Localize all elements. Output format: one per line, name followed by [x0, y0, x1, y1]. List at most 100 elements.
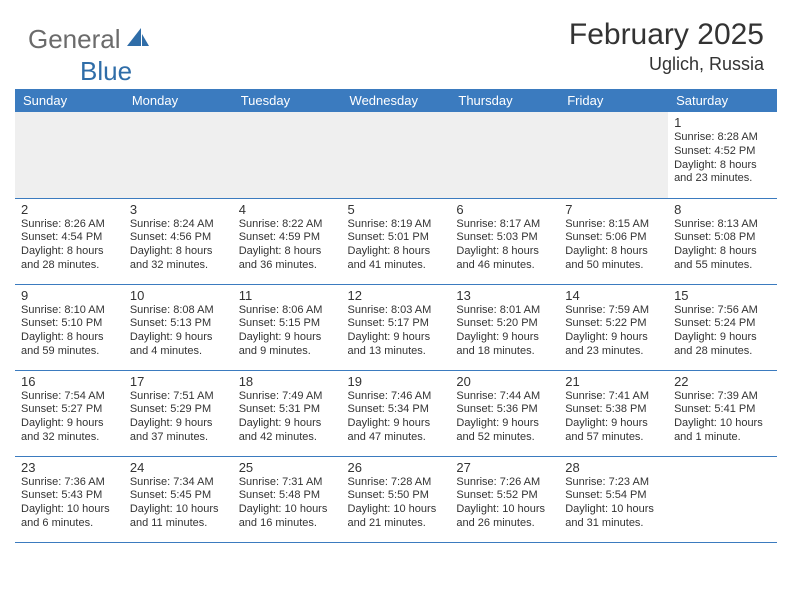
sunset: Sunset: 5:20 PM	[456, 317, 553, 331]
day-header: Wednesday	[342, 89, 451, 112]
day-info: Sunrise: 7:59 AMSunset: 5:22 PMDaylight:…	[565, 304, 662, 359]
title-block: February 2025 Uglich, Russia	[569, 18, 764, 75]
day-cell: 21Sunrise: 7:41 AMSunset: 5:38 PMDayligh…	[559, 370, 668, 456]
day-number: 10	[130, 288, 227, 303]
sunset: Sunset: 5:17 PM	[348, 317, 445, 331]
day-info: Sunrise: 8:19 AMSunset: 5:01 PMDaylight:…	[348, 218, 445, 273]
daylight: Daylight: 10 hours and 31 minutes.	[565, 503, 662, 531]
day-header: Saturday	[668, 89, 777, 112]
daylight: Daylight: 10 hours and 1 minute.	[674, 417, 771, 445]
daylight: Daylight: 10 hours and 21 minutes.	[348, 503, 445, 531]
empty-cell	[559, 112, 668, 198]
day-number: 13	[456, 288, 553, 303]
day-number: 24	[130, 460, 227, 475]
sunset: Sunset: 5:08 PM	[674, 231, 771, 245]
day-number: 14	[565, 288, 662, 303]
sunset: Sunset: 5:10 PM	[21, 317, 118, 331]
day-info: Sunrise: 7:39 AMSunset: 5:41 PMDaylight:…	[674, 390, 771, 445]
daylight: Daylight: 8 hours and 55 minutes.	[674, 245, 771, 273]
sunrise: Sunrise: 8:03 AM	[348, 304, 445, 318]
empty-cell	[233, 112, 342, 198]
day-info: Sunrise: 8:28 AMSunset: 4:52 PMDaylight:…	[674, 131, 771, 186]
sunset: Sunset: 5:29 PM	[130, 403, 227, 417]
day-number: 20	[456, 374, 553, 389]
sunrise: Sunrise: 7:44 AM	[456, 390, 553, 404]
day-number: 5	[348, 202, 445, 217]
day-cell: 3Sunrise: 8:24 AMSunset: 4:56 PMDaylight…	[124, 198, 233, 284]
week-row: 2Sunrise: 8:26 AMSunset: 4:54 PMDaylight…	[15, 198, 777, 284]
daylight: Daylight: 8 hours and 28 minutes.	[21, 245, 118, 273]
sunrise: Sunrise: 7:49 AM	[239, 390, 336, 404]
header: General Blue February 2025 Uglich, Russi…	[0, 0, 792, 83]
day-header: Sunday	[15, 89, 124, 112]
day-info: Sunrise: 7:51 AMSunset: 5:29 PMDaylight:…	[130, 390, 227, 445]
day-number: 25	[239, 460, 336, 475]
sunset: Sunset: 5:34 PM	[348, 403, 445, 417]
sunset: Sunset: 5:01 PM	[348, 231, 445, 245]
calendar-table: SundayMondayTuesdayWednesdayThursdayFrid…	[15, 89, 777, 543]
empty-cell	[124, 112, 233, 198]
day-number: 17	[130, 374, 227, 389]
sunrise: Sunrise: 8:15 AM	[565, 218, 662, 232]
logo: General Blue	[28, 24, 149, 55]
day-number: 7	[565, 202, 662, 217]
day-cell: 24Sunrise: 7:34 AMSunset: 5:45 PMDayligh…	[124, 456, 233, 542]
sunset: Sunset: 5:03 PM	[456, 231, 553, 245]
day-info: Sunrise: 8:08 AMSunset: 5:13 PMDaylight:…	[130, 304, 227, 359]
day-cell: 14Sunrise: 7:59 AMSunset: 5:22 PMDayligh…	[559, 284, 668, 370]
sunset: Sunset: 5:15 PM	[239, 317, 336, 331]
day-header: Friday	[559, 89, 668, 112]
month-title: February 2025	[569, 18, 764, 52]
week-row: 9Sunrise: 8:10 AMSunset: 5:10 PMDaylight…	[15, 284, 777, 370]
day-info: Sunrise: 7:23 AMSunset: 5:54 PMDaylight:…	[565, 476, 662, 531]
sunset: Sunset: 4:52 PM	[674, 145, 771, 159]
daylight: Daylight: 9 hours and 52 minutes.	[456, 417, 553, 445]
daylight: Daylight: 9 hours and 57 minutes.	[565, 417, 662, 445]
day-number: 9	[21, 288, 118, 303]
day-number: 28	[565, 460, 662, 475]
day-info: Sunrise: 7:44 AMSunset: 5:36 PMDaylight:…	[456, 390, 553, 445]
daylight: Daylight: 10 hours and 11 minutes.	[130, 503, 227, 531]
day-info: Sunrise: 7:26 AMSunset: 5:52 PMDaylight:…	[456, 476, 553, 531]
week-row: 1Sunrise: 8:28 AMSunset: 4:52 PMDaylight…	[15, 112, 777, 198]
empty-cell	[15, 112, 124, 198]
daylight: Daylight: 9 hours and 9 minutes.	[239, 331, 336, 359]
day-number: 1	[674, 115, 771, 130]
day-number: 2	[21, 202, 118, 217]
day-number: 11	[239, 288, 336, 303]
sunrise: Sunrise: 7:23 AM	[565, 476, 662, 490]
sunset: Sunset: 5:50 PM	[348, 489, 445, 503]
day-info: Sunrise: 7:36 AMSunset: 5:43 PMDaylight:…	[21, 476, 118, 531]
day-cell: 25Sunrise: 7:31 AMSunset: 5:48 PMDayligh…	[233, 456, 342, 542]
day-number: 16	[21, 374, 118, 389]
day-number: 22	[674, 374, 771, 389]
day-number: 26	[348, 460, 445, 475]
day-info: Sunrise: 8:22 AMSunset: 4:59 PMDaylight:…	[239, 218, 336, 273]
sunrise: Sunrise: 8:10 AM	[21, 304, 118, 318]
empty-cell	[450, 112, 559, 198]
day-header: Monday	[124, 89, 233, 112]
day-info: Sunrise: 8:10 AMSunset: 5:10 PMDaylight:…	[21, 304, 118, 359]
sunset: Sunset: 5:45 PM	[130, 489, 227, 503]
daylight: Daylight: 9 hours and 47 minutes.	[348, 417, 445, 445]
sunset: Sunset: 5:13 PM	[130, 317, 227, 331]
empty-cell	[668, 456, 777, 542]
day-info: Sunrise: 8:26 AMSunset: 4:54 PMDaylight:…	[21, 218, 118, 273]
sunrise: Sunrise: 7:56 AM	[674, 304, 771, 318]
day-number: 19	[348, 374, 445, 389]
sunrise: Sunrise: 7:41 AM	[565, 390, 662, 404]
sunrise: Sunrise: 7:36 AM	[21, 476, 118, 490]
sunrise: Sunrise: 8:26 AM	[21, 218, 118, 232]
sunrise: Sunrise: 7:59 AM	[565, 304, 662, 318]
sunrise: Sunrise: 8:13 AM	[674, 218, 771, 232]
day-info: Sunrise: 7:31 AMSunset: 5:48 PMDaylight:…	[239, 476, 336, 531]
daylight: Daylight: 8 hours and 50 minutes.	[565, 245, 662, 273]
daylight: Daylight: 9 hours and 18 minutes.	[456, 331, 553, 359]
daylight: Daylight: 8 hours and 23 minutes.	[674, 159, 771, 187]
daylight: Daylight: 9 hours and 32 minutes.	[21, 417, 118, 445]
sunset: Sunset: 4:54 PM	[21, 231, 118, 245]
sunset: Sunset: 5:22 PM	[565, 317, 662, 331]
sunrise: Sunrise: 8:01 AM	[456, 304, 553, 318]
sunrise: Sunrise: 7:39 AM	[674, 390, 771, 404]
day-number: 23	[21, 460, 118, 475]
